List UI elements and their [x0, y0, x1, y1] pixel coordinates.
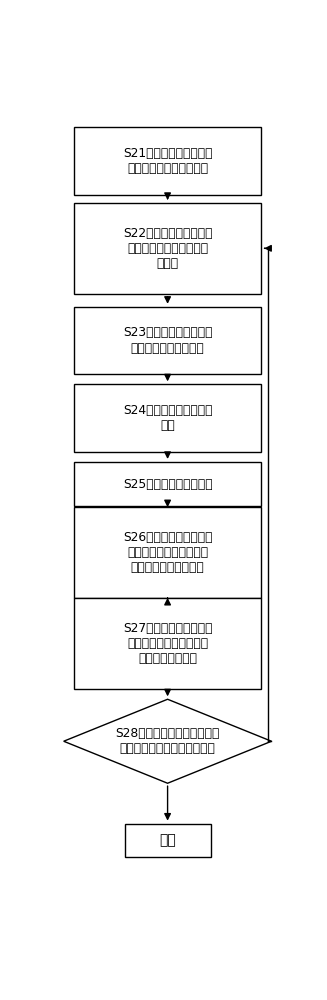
- Bar: [74, 462, 261, 506]
- Text: S27：统计调用的核素截
面参数和堆芯中子通量输
出参数的对应关系: S27：统计调用的核素截 面参数和堆芯中子通量输 出参数的对应关系: [123, 622, 212, 665]
- Polygon shape: [64, 699, 271, 783]
- Text: S25：重构多群微观截面: S25：重构多群微观截面: [123, 478, 213, 490]
- Bar: [74, 598, 261, 689]
- Bar: [74, 203, 261, 294]
- Text: S23：根据截面扰动因子
进行多群微观截面扰动: S23：根据截面扰动因子 进行多群微观截面扰动: [123, 326, 212, 355]
- Text: S28：判断堆芯中子通量输出
参数置信度是否符合设定条件: S28：判断堆芯中子通量输出 参数置信度是否符合设定条件: [115, 727, 220, 755]
- Text: S24：使得多群微观截面
自洽: S24：使得多群微观截面 自洽: [123, 404, 212, 432]
- Text: S21：从多群截面库中随
机调用若干核素截面参数: S21：从多群截面库中随 机调用若干核素截面参数: [123, 147, 212, 175]
- Bar: [125, 824, 211, 857]
- Bar: [74, 307, 261, 374]
- Bar: [74, 507, 261, 598]
- Text: 结束: 结束: [159, 833, 176, 847]
- Bar: [74, 127, 261, 195]
- Text: S26：对重构后的堆芯进
行全堆芯中子学计算得到
堆芯中子通量输出参数: S26：对重构后的堆芯进 行全堆芯中子学计算得到 堆芯中子通量输出参数: [123, 531, 212, 574]
- Text: S22：针对核素截面参数
的协方差信息产生截面扰
动因子: S22：针对核素截面参数 的协方差信息产生截面扰 动因子: [123, 227, 212, 270]
- Bar: [74, 384, 261, 452]
